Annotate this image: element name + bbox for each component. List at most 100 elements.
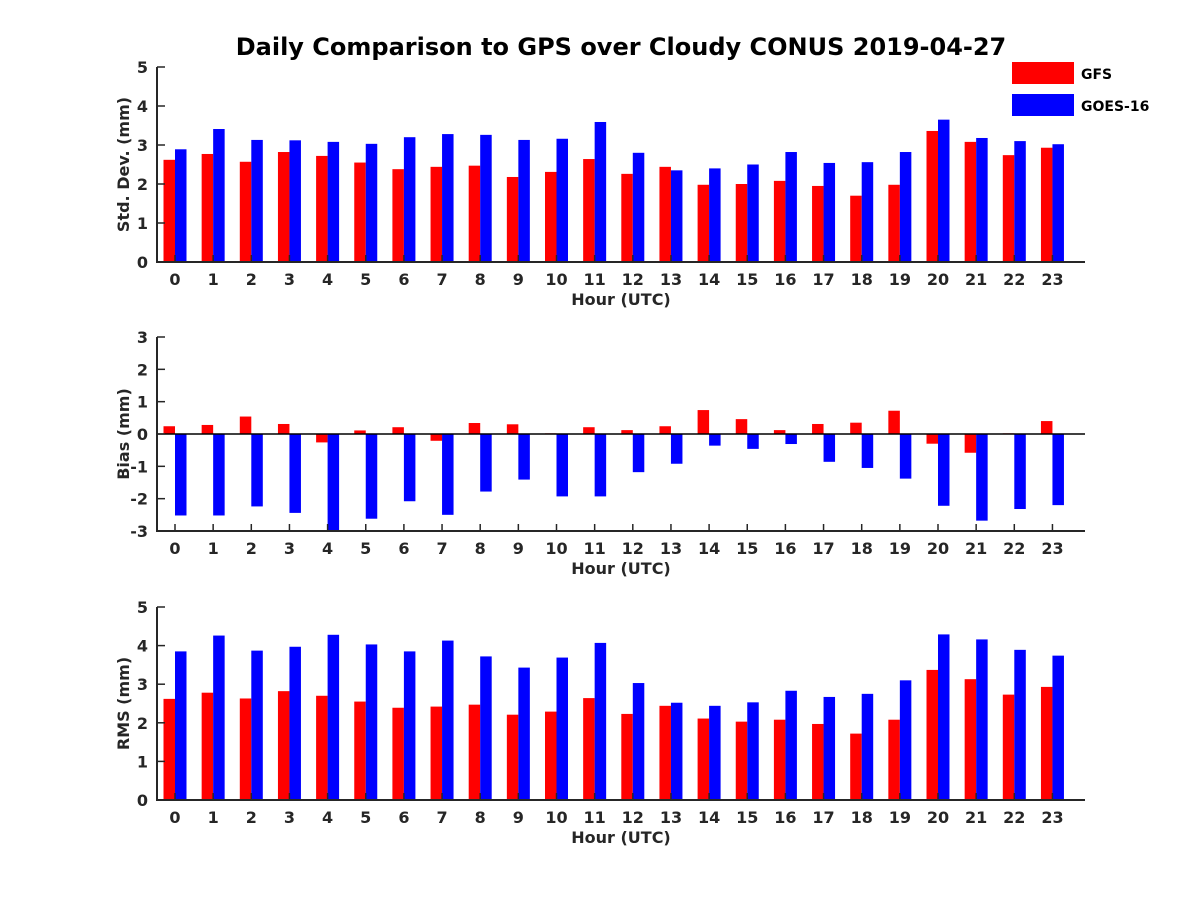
x-tick-label: 7 bbox=[436, 808, 447, 827]
bar-goes-16-hour-0 bbox=[175, 651, 187, 800]
y-tick-label: 2 bbox=[137, 175, 148, 194]
x-tick-label: 7 bbox=[436, 539, 447, 558]
bar-goes-16-hour-19 bbox=[899, 152, 912, 262]
bar-gfs-hour-4 bbox=[316, 434, 328, 443]
bar-gfs-hour-12 bbox=[621, 173, 633, 262]
bar-goes-16-hour-20 bbox=[938, 634, 950, 800]
bar-goes-16-hour-12 bbox=[632, 434, 645, 473]
x-axis-title: Hour (UTC) bbox=[571, 559, 671, 578]
bar-goes-16-hour-16 bbox=[785, 152, 797, 262]
y-tick-label: 3 bbox=[137, 328, 148, 347]
x-tick-label: 15 bbox=[736, 808, 758, 827]
y-tick-label: 2 bbox=[137, 360, 148, 379]
bar-goes-16-hour-22 bbox=[1014, 141, 1026, 262]
bar-gfs-hour-12 bbox=[621, 430, 633, 434]
bar-gfs-hour-3 bbox=[277, 423, 290, 434]
bar-gfs-hour-21 bbox=[964, 141, 977, 262]
bar-goes-16-hour-3 bbox=[289, 646, 301, 800]
bar-gfs-hour-15 bbox=[735, 721, 748, 800]
bar-gfs-hour-0 bbox=[163, 426, 175, 434]
x-tick-label: 4 bbox=[322, 270, 333, 289]
x-tick-label: 0 bbox=[169, 270, 180, 289]
x-tick-label: 22 bbox=[1003, 539, 1025, 558]
y-tick-label: 3 bbox=[137, 136, 148, 155]
x-tick-label: 6 bbox=[398, 270, 409, 289]
bar-gfs-hour-19 bbox=[888, 410, 900, 434]
x-tick-label: 0 bbox=[169, 539, 180, 558]
bar-goes-16-hour-8 bbox=[480, 656, 492, 800]
bar-gfs-hour-0 bbox=[163, 698, 175, 800]
x-tick-label: 18 bbox=[851, 808, 873, 827]
bar-goes-16-hour-19 bbox=[899, 434, 912, 479]
bar-gfs-hour-21 bbox=[964, 434, 977, 453]
y-tick-label: 0 bbox=[137, 253, 148, 272]
x-tick-label: 5 bbox=[360, 270, 371, 289]
x-tick-label: 6 bbox=[398, 539, 409, 558]
bar-gfs-hour-3 bbox=[277, 691, 290, 800]
y-axis-title: Std. Dev. (mm) bbox=[114, 97, 133, 232]
bar-goes-16-hour-16 bbox=[785, 434, 797, 445]
y-tick-label: -2 bbox=[130, 490, 148, 509]
x-tick-label: 15 bbox=[736, 270, 758, 289]
legend: GFS GOES-16 bbox=[1012, 62, 1149, 116]
legend-label-gfs: GFS bbox=[1081, 67, 1112, 83]
x-tick-label: 3 bbox=[284, 539, 295, 558]
y-tick-label: 1 bbox=[137, 752, 148, 771]
x-tick-label: 9 bbox=[513, 270, 524, 289]
bar-goes-16-hour-21 bbox=[976, 639, 988, 800]
y-tick-label: 2 bbox=[137, 714, 148, 733]
y-axis-title: Bias (mm) bbox=[114, 388, 133, 480]
bar-goes-16-hour-13 bbox=[670, 434, 683, 464]
x-tick-label: 14 bbox=[698, 270, 720, 289]
x-tick-label: 19 bbox=[889, 270, 911, 289]
bar-gfs-hour-1 bbox=[201, 153, 214, 262]
bar-gfs-hour-16 bbox=[773, 430, 786, 434]
bar-gfs-hour-1 bbox=[201, 424, 214, 434]
bar-gfs-hour-16 bbox=[773, 719, 786, 800]
x-tick-label: 18 bbox=[851, 539, 873, 558]
bar-goes-16-hour-14 bbox=[709, 434, 721, 446]
x-tick-label: 0 bbox=[169, 808, 180, 827]
x-tick-label: 1 bbox=[208, 808, 219, 827]
bar-gfs-hour-17 bbox=[812, 723, 824, 800]
x-tick-label: 21 bbox=[965, 539, 987, 558]
legend-label-goes-16: GOES-16 bbox=[1081, 99, 1149, 115]
bar-goes-16-hour-3 bbox=[289, 434, 301, 513]
bar-goes-16-hour-14 bbox=[709, 705, 721, 800]
bar-gfs-hour-14 bbox=[697, 184, 710, 262]
bar-goes-16-hour-4 bbox=[327, 434, 340, 531]
bar-gfs-hour-13 bbox=[659, 166, 671, 262]
x-tick-label: 10 bbox=[545, 270, 567, 289]
bar-goes-16-hour-13 bbox=[670, 170, 683, 262]
bar-goes-16-hour-5 bbox=[365, 434, 378, 519]
bar-goes-16-hour-8 bbox=[480, 434, 492, 492]
x-tick-label: 22 bbox=[1003, 270, 1025, 289]
bar-goes-16-hour-18 bbox=[861, 162, 874, 262]
x-axis-title: Hour (UTC) bbox=[571, 290, 671, 309]
x-tick-label: 15 bbox=[736, 539, 758, 558]
x-tick-label: 4 bbox=[322, 539, 333, 558]
x-tick-label: 16 bbox=[774, 270, 796, 289]
y-tick-label: 4 bbox=[137, 637, 148, 656]
x-tick-label: 12 bbox=[622, 270, 644, 289]
x-tick-label: 10 bbox=[545, 539, 567, 558]
bar-gfs-hour-4 bbox=[316, 155, 328, 262]
x-tick-label: 10 bbox=[545, 808, 567, 827]
y-tick-label: 0 bbox=[137, 425, 148, 444]
x-tick-label: 13 bbox=[660, 539, 682, 558]
bar-gfs-hour-7 bbox=[430, 166, 443, 262]
bar-goes-16-hour-2 bbox=[251, 650, 263, 800]
bar-goes-16-hour-1 bbox=[213, 434, 225, 516]
bar-goes-16-hour-17 bbox=[823, 434, 836, 462]
bar-goes-16-hour-21 bbox=[976, 434, 988, 521]
bar-goes-16-hour-20 bbox=[938, 119, 950, 263]
bar-gfs-hour-1 bbox=[201, 692, 214, 800]
bar-goes-16-hour-17 bbox=[823, 696, 836, 800]
x-tick-label: 16 bbox=[774, 808, 796, 827]
bar-gfs-hour-9 bbox=[506, 714, 519, 800]
bar-gfs-hour-13 bbox=[659, 705, 671, 800]
bar-goes-16-hour-10 bbox=[556, 434, 568, 497]
